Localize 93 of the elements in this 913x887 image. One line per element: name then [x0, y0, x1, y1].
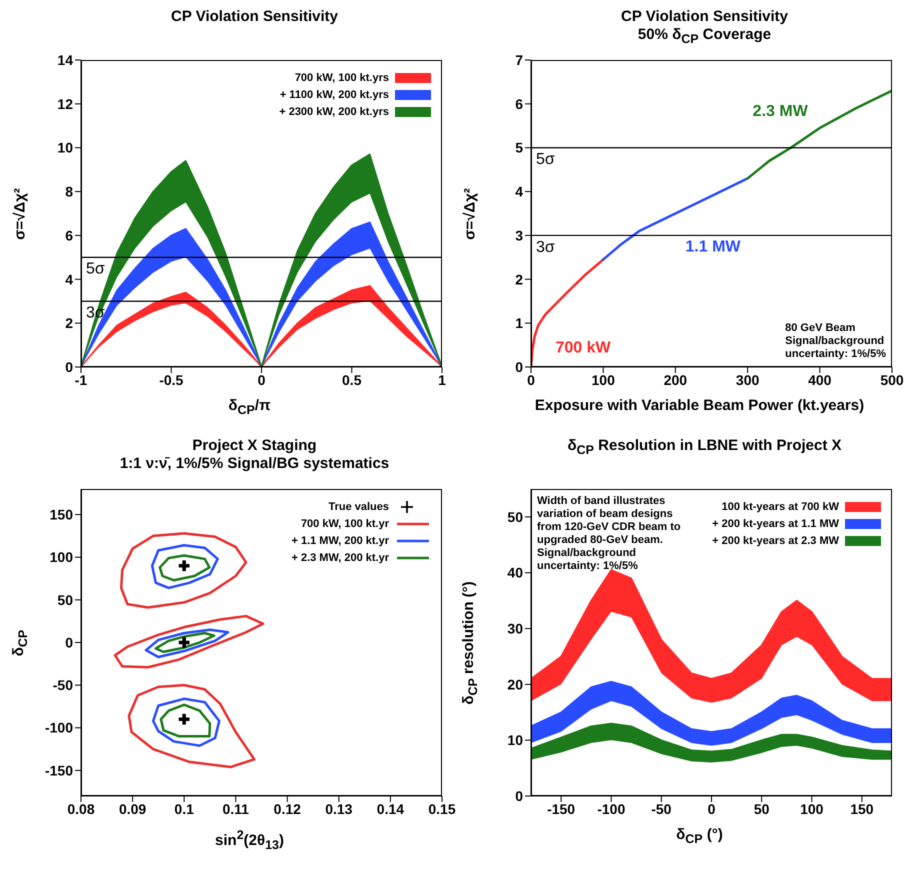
x-tick-label: 0.15 [428, 800, 456, 817]
y-tick-label: 0 [515, 358, 524, 375]
x-tick-label: -100 [597, 800, 626, 817]
legend-label: + 1.1 MW, 200 kt.yr [291, 534, 389, 546]
chart-title: Project X Staging [192, 437, 317, 454]
y-tick-label: 6 [515, 96, 524, 112]
y-tick-label: 50 [507, 508, 524, 525]
x-tick-label: 0 [527, 372, 536, 388]
series-label: 700 kW [555, 339, 612, 356]
ref-line-label: 5σ [536, 151, 555, 168]
legend-label: 100 kt-years at 700 kW [722, 500, 839, 512]
x-tick-label: 0.11 [222, 800, 250, 817]
x-tick-label: 200 [664, 372, 688, 388]
legend-label: 700 kW, 100 kt.yr [300, 518, 389, 530]
y-axis-title: σ=√Δχ² [462, 188, 478, 240]
x-axis-title: sin$^{2}$(2θ$_{13}$) [215, 828, 284, 852]
annotation: 80 GeV Beam [785, 322, 856, 335]
x-tick-label: 0 [708, 800, 716, 817]
annotation: Signal/background [785, 335, 886, 348]
y-tick-label: 0 [65, 634, 74, 650]
point [178, 560, 190, 572]
point [178, 714, 190, 725]
y-tick-label: 6 [65, 227, 74, 244]
annotation: uncertainty: 1%/5% [785, 348, 886, 361]
x-tick-label: 0.09 [118, 800, 146, 817]
y-tick-label: 40 [507, 564, 524, 581]
legend-label: 700 kW, 100 kt.yrs [294, 72, 389, 84]
y-tick-label: 100 [50, 549, 74, 566]
y-tick-label: 3 [515, 227, 524, 244]
x-tick-label: 0.13 [325, 800, 353, 817]
y-tick-label: 150 [50, 506, 74, 523]
legend-label: + 200 kt-years at 2.3 MW [712, 534, 839, 546]
x-tick-label: 0.1 [174, 800, 194, 817]
x-axis-title: δ$_{CP}$ (°) [676, 826, 723, 846]
x-tick-label: 0.08 [67, 800, 95, 817]
x-tick-label: 0 [258, 372, 266, 388]
chart-title: CP Violation Sensitivity [171, 8, 338, 25]
y-tick-label: 2 [515, 271, 524, 288]
y-tick-label: 0 [65, 358, 74, 375]
x-tick-label: -150 [547, 800, 576, 817]
x-tick-label: 50 [754, 800, 770, 817]
x-tick-label: 0.5 [342, 372, 362, 388]
y-tick-label: -50 [52, 677, 74, 694]
y-tick-label: 10 [507, 732, 524, 748]
series-label: 1.1 MW [685, 238, 742, 256]
legend-label: + 2.3 MW, 200 kt.yr [291, 552, 389, 564]
y-tick-label: 2 [65, 315, 74, 332]
ref-line-label: 5σ [86, 260, 105, 278]
legend-label: True values [328, 500, 389, 512]
chart-subtitle: 1:1 ν:ν̄, 1%/5% Signal/BG systematics [120, 455, 390, 472]
chart-title: δ$_{CP}$ Resolution in LBNE with Project X [568, 437, 842, 457]
line-series [746, 89, 892, 180]
y-tick-label: 5 [515, 140, 524, 156]
x-tick-label: 400 [808, 372, 832, 388]
x-tick-label: 500 [880, 372, 904, 388]
y-tick-label: -100 [44, 720, 74, 736]
y-tick-label: 8 [65, 184, 74, 200]
x-tick-label: 0.12 [274, 800, 302, 817]
x-tick-label: -0.5 [159, 372, 184, 388]
y-tick-label: -150 [44, 762, 74, 778]
x-tick-label: 1 [438, 372, 446, 388]
ref-line-label: 3σ [536, 238, 555, 256]
x-tick-label: -1 [74, 372, 88, 388]
x-axis-title: Exposure with Variable Beam Power (kt.years) [534, 397, 864, 414]
y-tick-label: 30 [507, 620, 524, 637]
y-tick-label: 4 [515, 184, 524, 200]
y-tick-label: 0 [515, 788, 524, 804]
y-tick-label: 20 [507, 676, 524, 692]
y-tick-label: 10 [57, 140, 74, 156]
y-tick-label: 4 [65, 271, 74, 288]
legend-label: + 2300 kW, 200 kt.yrs [279, 106, 389, 118]
x-tick-label: -50 [651, 800, 672, 817]
y-tick-label: 1 [515, 315, 524, 332]
legend-label: + 1100 kW, 200 kt.yrs [280, 88, 389, 100]
x-tick-label: 300 [736, 372, 760, 388]
line-series [602, 177, 749, 261]
legend-label: + 200 kt-years at 1.1 MW [712, 518, 839, 530]
chart-title: CP Violation Sensitivity [621, 8, 788, 25]
x-tick-label: 100 [800, 800, 824, 817]
point [178, 637, 190, 648]
series-label: 2.3 MW [752, 102, 809, 120]
y-tick-label: 7 [515, 52, 524, 68]
y-tick-label: 14 [57, 52, 74, 68]
annotation: Width of band illustrates variation of beam designs from 120-GeV CDR beam to upgraded 80-GeV beam. [537, 495, 682, 547]
x-tick-label: 0.14 [376, 800, 404, 817]
y-axis-title: σ=√Δχ² [12, 188, 28, 240]
x-tick-label: 100 [592, 372, 616, 388]
y-tick-label: 50 [57, 592, 74, 608]
annotation: Signal/background uncertainty: 1%/5% [537, 547, 639, 573]
chart-subtitle: 50% δ$_{CP}$ Coverage [638, 26, 772, 46]
x-axis-title: δ$_{CP}$/π [228, 397, 271, 417]
y-tick-label: 12 [57, 96, 74, 112]
x-tick-label: 150 [850, 800, 874, 817]
